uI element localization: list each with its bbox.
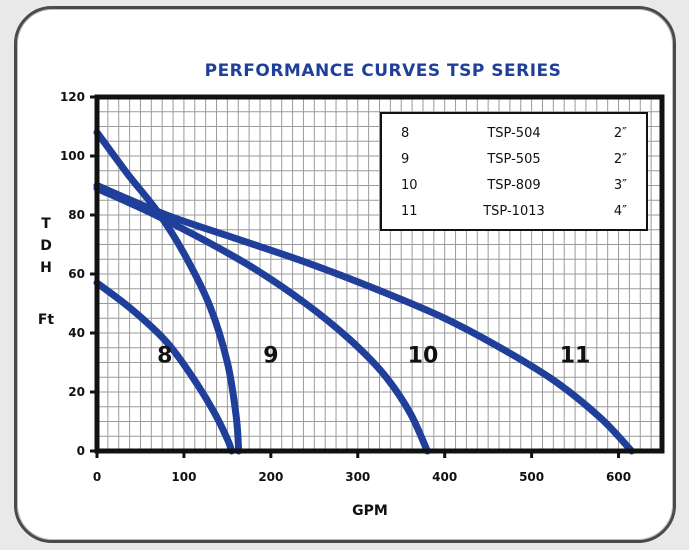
legend-size: 4″: [614, 204, 627, 219]
chart-title: PERFORMANCE CURVES TSP SERIES: [205, 61, 562, 81]
y-tick-label: 100: [60, 149, 85, 163]
tick-labels: 0 20 40 60 80 100 120 0 100 200 300 400 500 600: [60, 90, 631, 484]
curve-label-10: 10: [408, 344, 439, 369]
x-tick-label: 0: [93, 470, 101, 484]
x-tick-label: 600: [606, 470, 631, 484]
y-axis-letter: T: [41, 216, 51, 232]
y-tick-label: 0: [77, 444, 85, 458]
legend-curve-number: 11: [401, 204, 418, 219]
legend-size: 2″: [614, 126, 627, 141]
curves: [93, 128, 636, 455]
curve-label-9: 9: [263, 344, 278, 369]
legend-model: TSP-809: [486, 178, 540, 193]
curve-label-8: 8: [157, 344, 172, 369]
x-tick-label: 100: [171, 470, 196, 484]
y-tick-label: 40: [68, 326, 85, 340]
legend-model: TSP-1013: [482, 204, 545, 219]
x-tick-label: 300: [345, 470, 370, 484]
y-tick-label: 20: [68, 385, 85, 399]
legend-model: TSP-505: [486, 152, 540, 167]
y-axis-letter: D: [40, 238, 52, 254]
y-axis-label: TDH Ft: [38, 216, 55, 328]
legend-curve-number: 8: [401, 126, 409, 141]
legend-size: 3″: [614, 178, 627, 193]
y-axis-letter: H: [40, 260, 52, 276]
legend-size: 2″: [614, 152, 627, 167]
legend: 8 TSP-504 2″ 9 TSP-505 2″ 10 TSP-809 3″ 11 TSP-101…: [380, 112, 648, 231]
curve-8: [93, 279, 236, 455]
x-tick-label: 200: [258, 470, 283, 484]
legend-curve-number: 9: [401, 152, 409, 167]
curve-9: [93, 128, 243, 455]
legend-model: TSP-504: [486, 126, 540, 141]
legend-curve-number: 10: [401, 178, 418, 193]
curve-10: [93, 184, 431, 455]
axes: [90, 94, 665, 458]
y-axis-unit: Ft: [38, 312, 55, 328]
x-tick-label: 500: [519, 470, 544, 484]
x-tick-label: 400: [432, 470, 457, 484]
y-tick-label: 120: [60, 90, 85, 104]
curve-label-11: 11: [560, 344, 591, 369]
curve-11: [93, 182, 636, 455]
x-axis-label: GPM: [352, 503, 388, 519]
legend-box: [380, 112, 648, 231]
y-tick-label: 60: [68, 267, 85, 281]
y-tick-label: 80: [68, 208, 85, 222]
curve-labels: 8 9 10 11: [157, 344, 590, 369]
